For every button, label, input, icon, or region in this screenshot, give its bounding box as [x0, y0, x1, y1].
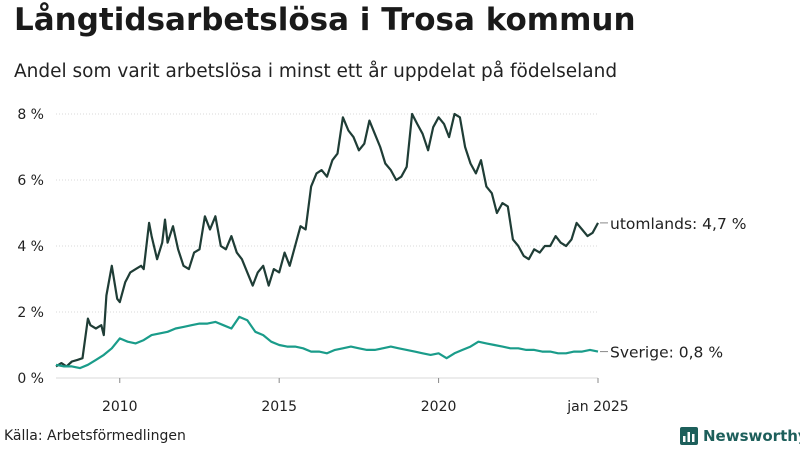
y-tick-label: 6 % — [17, 173, 44, 189]
chart-subtitle: Andel som varit arbetslösa i minst ett å… — [14, 61, 618, 82]
x-tick-label: 2020 — [421, 399, 457, 415]
x-tick-label: jan 2025 — [566, 399, 628, 415]
series-end-label: Sverige: 0,8 % — [610, 344, 723, 362]
y-tick-label: 2 % — [17, 305, 44, 321]
y-tick-label: 8 % — [17, 107, 44, 123]
newsworthy-bar-chart-icon — [680, 427, 698, 445]
source-note: Källa: Arbetsförmedlingen — [4, 428, 186, 444]
series-line-utomlands — [55, 112, 599, 368]
chart-title: Långtidsarbetslösa i Trosa kommun — [14, 2, 636, 38]
brand-logo: Newsworthy — [680, 427, 800, 445]
y-tick-label: 0 % — [17, 371, 44, 387]
y-tick-label: 4 % — [17, 239, 44, 255]
x-tick-label: 2010 — [102, 399, 138, 415]
series-end-label: utomlands: 4,7 % — [610, 215, 746, 233]
series-line-sverige — [55, 315, 599, 370]
brand-name: Newsworthy — [703, 427, 800, 445]
x-tick-label: 2015 — [261, 399, 297, 415]
